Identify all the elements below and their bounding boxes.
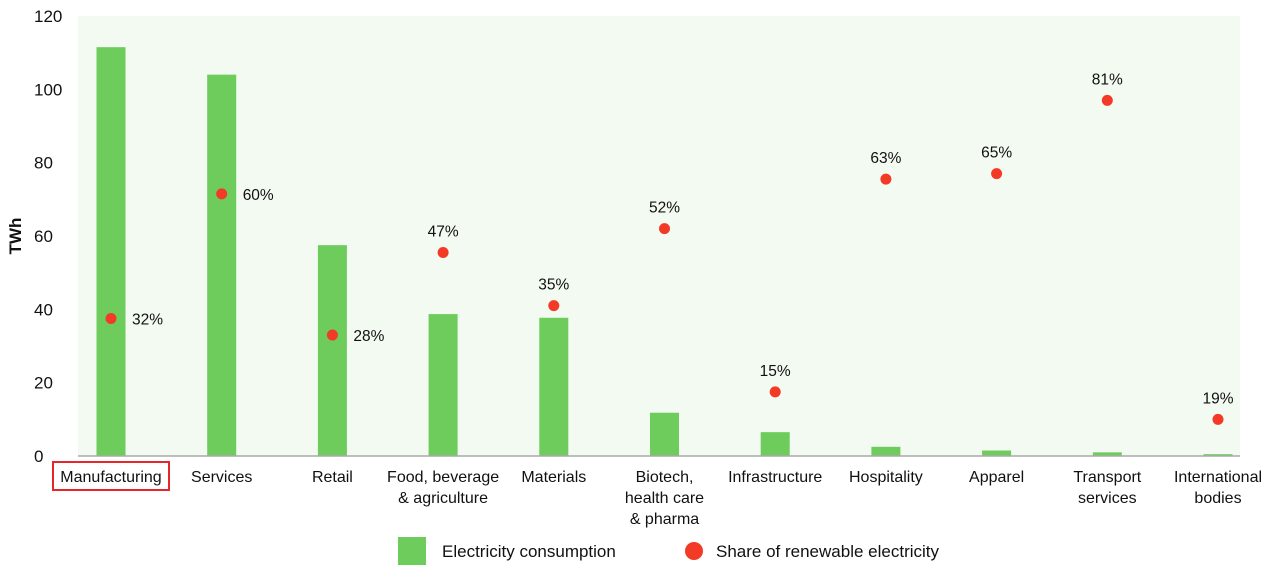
x-category-label-line: Apparel — [969, 469, 1024, 486]
x-category-label: International bodies — [1174, 469, 1262, 507]
x-category-label: Apparel — [969, 469, 1024, 486]
renewable-share-point — [216, 188, 228, 200]
x-category-label: Manufacturing — [60, 469, 161, 486]
x-category-label: Hospitality — [849, 469, 923, 486]
x-category-label-line: Infrastructure — [728, 469, 822, 486]
renewable-share-point — [880, 173, 892, 185]
renewable-share-point — [991, 168, 1003, 180]
renewable-share-label: 63% — [870, 150, 901, 167]
x-category-label-line: Materials — [521, 469, 586, 486]
renewable-share-label: 19% — [1202, 390, 1233, 407]
x-category-label-line: Retail — [312, 469, 353, 486]
renewable-share-point — [548, 300, 560, 312]
legend-swatch-electricity — [398, 537, 426, 565]
y-tick-label: 120 — [34, 7, 62, 26]
y-tick-label: 0 — [34, 447, 43, 466]
renewable-share-label: 28% — [353, 328, 384, 345]
bar — [1092, 452, 1122, 456]
x-category-label-line: Food, beverage — [387, 469, 499, 486]
renewable-share-point — [105, 313, 117, 324]
bar — [1203, 454, 1233, 456]
x-category-label: Services — [191, 469, 252, 486]
renewable-share-label: 52% — [649, 200, 680, 217]
renewable-share-label: 15% — [760, 363, 791, 380]
renewable-share-point — [659, 223, 670, 235]
renewable-share-label: 81% — [1092, 71, 1123, 88]
legend-swatch-renewable — [685, 542, 703, 560]
renewable-share-point — [769, 386, 781, 398]
bar — [650, 412, 679, 456]
bar — [539, 317, 569, 456]
bar — [760, 432, 790, 456]
renewable-share-label: 60% — [243, 187, 274, 204]
y-tick-label: 60 — [34, 227, 53, 246]
x-category-label: Transport services — [1073, 469, 1141, 507]
x-category-label-line: Manufacturing — [60, 469, 161, 486]
x-category-label-line: bodies — [1194, 490, 1241, 507]
renewable-share-label: 35% — [538, 277, 569, 294]
bar — [428, 314, 458, 456]
legend-label-renewable: Share of renewable electricity — [716, 542, 940, 561]
renewable-share-label: 65% — [981, 145, 1012, 162]
x-category-label-line: Biotech, — [636, 469, 694, 486]
x-category-label: Materials — [521, 469, 586, 486]
x-category-label: Biotech, health care & pharma — [625, 469, 704, 528]
x-category-label-line: International — [1174, 469, 1262, 486]
x-category-label: Food, beverage & agriculture — [387, 469, 499, 507]
renewable-share-point — [437, 247, 449, 258]
y-tick-label: 20 — [34, 374, 53, 393]
bar — [871, 446, 901, 456]
renewable-share-point — [326, 329, 338, 341]
bar — [317, 245, 347, 456]
renewable-share-point — [1212, 413, 1224, 425]
renewable-share-label: 32% — [132, 312, 163, 329]
x-category-label: Retail — [312, 469, 353, 486]
y-tick-label: 80 — [34, 154, 53, 173]
x-category-label-line: health care — [625, 490, 704, 507]
x-category-label-line: & pharma — [630, 511, 699, 528]
y-axis-title: TWh — [6, 218, 25, 255]
x-category-label-line: Hospitality — [849, 469, 923, 486]
x-category-label-line: Transport — [1073, 469, 1141, 486]
plot-area — [78, 16, 1240, 456]
x-category-label-line: services — [1078, 490, 1137, 507]
legend-label-electricity: Electricity consumption — [442, 542, 616, 561]
bar — [982, 450, 1012, 456]
highlight-box — [52, 461, 170, 491]
renewable-share-point — [1101, 94, 1113, 106]
y-tick-label: 100 — [34, 80, 62, 99]
bar — [96, 47, 126, 457]
y-tick-label: 40 — [34, 300, 53, 319]
x-category-label-line: Services — [191, 469, 252, 486]
x-category-label-line: & agriculture — [398, 490, 488, 507]
bar — [207, 74, 237, 457]
renewable-share-label: 47% — [428, 224, 459, 241]
x-category-label: Infrastructure — [728, 469, 822, 486]
